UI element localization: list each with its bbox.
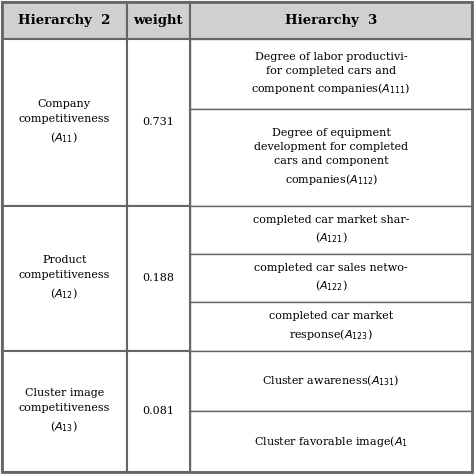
Text: Degree of equipment
development for completed
cars and component
companies($A_{1: Degree of equipment development for comp… bbox=[254, 128, 408, 187]
Bar bbox=[127, 351, 190, 472]
Bar bbox=[127, 39, 190, 206]
Bar bbox=[2, 2, 127, 39]
Bar bbox=[190, 206, 472, 254]
Bar bbox=[190, 254, 472, 302]
Text: completed car sales netwo-
($A_{122}$): completed car sales netwo- ($A_{122}$) bbox=[254, 263, 408, 293]
Bar bbox=[127, 2, 190, 39]
Text: Hierarchy  2: Hierarchy 2 bbox=[18, 14, 110, 27]
Text: Cluster awareness($A_{131}$): Cluster awareness($A_{131}$) bbox=[262, 374, 400, 388]
Bar bbox=[190, 411, 472, 472]
Text: completed car market
response($A_{123}$): completed car market response($A_{123}$) bbox=[269, 311, 393, 342]
Bar bbox=[190, 2, 472, 39]
Bar bbox=[2, 39, 127, 206]
Text: Degree of labor productivi-
for completed cars and
component companies($A_{111}$: Degree of labor productivi- for complete… bbox=[251, 52, 410, 96]
Text: Cluster favorable image($A_{1}$: Cluster favorable image($A_{1}$ bbox=[254, 434, 408, 449]
Text: Hierarchy  3: Hierarchy 3 bbox=[285, 14, 377, 27]
Text: Cluster image
competitiveness
($A_{13}$): Cluster image competitiveness ($A_{13}$) bbox=[18, 388, 110, 434]
Bar bbox=[190, 302, 472, 351]
Bar bbox=[2, 206, 127, 351]
Bar bbox=[190, 351, 472, 411]
Text: weight: weight bbox=[134, 14, 183, 27]
Text: 0.188: 0.188 bbox=[142, 273, 174, 283]
Bar bbox=[127, 206, 190, 351]
Text: completed car market shar-
($A_{121}$): completed car market shar- ($A_{121}$) bbox=[253, 215, 409, 245]
Text: 0.731: 0.731 bbox=[142, 117, 174, 128]
Bar bbox=[190, 39, 472, 109]
Bar bbox=[190, 109, 472, 206]
Text: Product
competitiveness
($A_{12}$): Product competitiveness ($A_{12}$) bbox=[18, 255, 110, 301]
Bar bbox=[2, 351, 127, 472]
Text: 0.081: 0.081 bbox=[142, 406, 174, 416]
Text: Company
competitiveness
($A_{11}$): Company competitiveness ($A_{11}$) bbox=[18, 100, 110, 145]
